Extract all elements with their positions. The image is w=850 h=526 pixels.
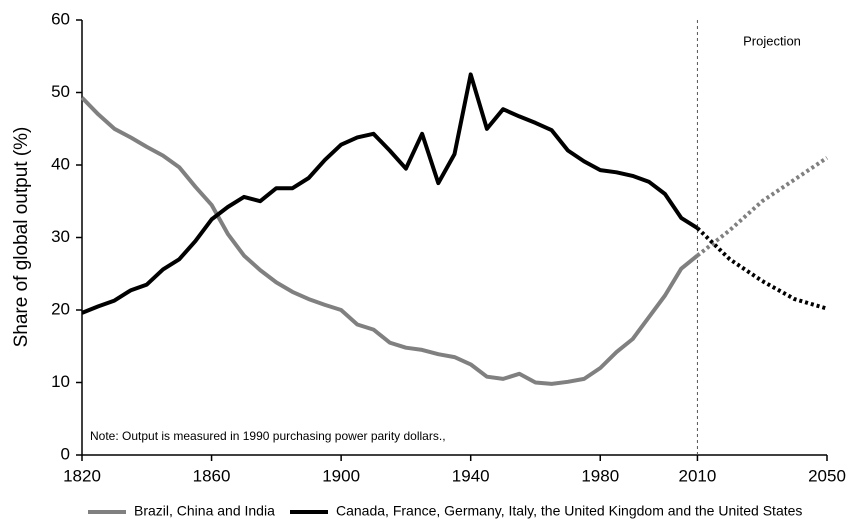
x-tick-label: 1940 (452, 466, 490, 485)
series-line (80, 96, 699, 386)
y-tick-label: 60 (51, 9, 70, 28)
projection-series-line (696, 226, 828, 311)
note: Note: Output is measured in 1990 purchas… (90, 429, 446, 443)
x-tick-label: 1860 (193, 466, 231, 485)
x-tick-label: 2050 (808, 466, 846, 485)
projection-series-line (696, 156, 829, 258)
x-tick-label: 1980 (581, 466, 619, 485)
x-tick-label: 1820 (63, 466, 101, 485)
x-tick-label: 2010 (679, 466, 717, 485)
legend-label: Canada, France, Germany, Italy, the Unit… (336, 503, 802, 519)
y-tick-label: 50 (51, 82, 70, 101)
y-tick-label: 30 (51, 227, 70, 246)
legend-label: Brazil, China and India (134, 503, 275, 519)
projection-label: Projection (743, 33, 801, 48)
y-tick-label: 0 (61, 444, 70, 463)
series-line (81, 72, 699, 315)
y-tick-label: 10 (51, 372, 70, 391)
y-tick-label: 20 (51, 299, 70, 318)
y-axis-label: Share of global output (%) (11, 127, 32, 348)
x-tick-label: 1900 (322, 466, 360, 485)
y-tick-label: 40 (51, 154, 70, 173)
